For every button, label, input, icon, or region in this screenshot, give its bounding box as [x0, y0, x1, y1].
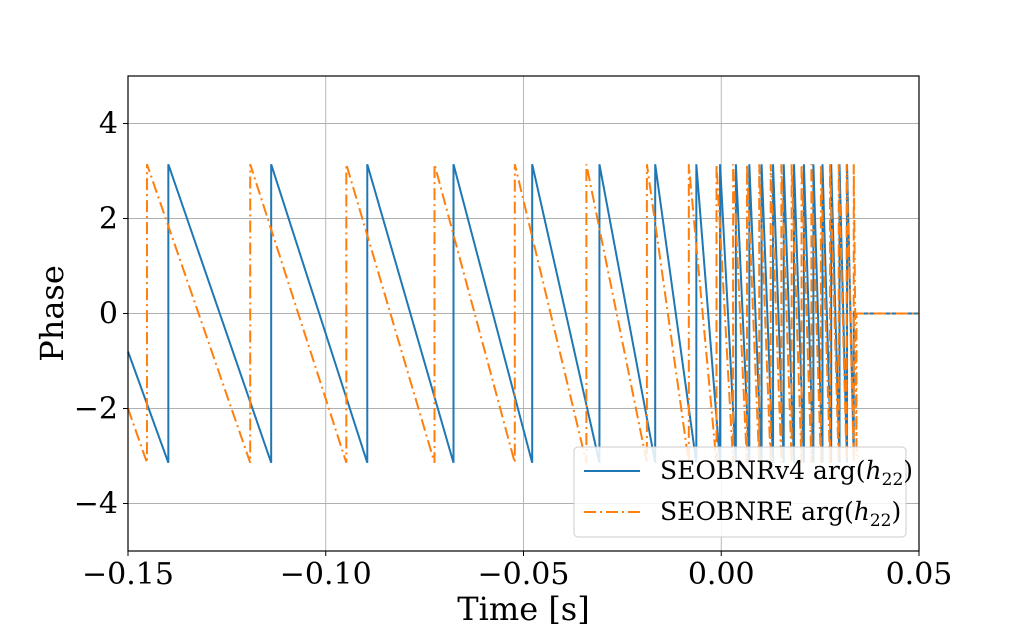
- x-tick-label: 0.00: [688, 557, 755, 592]
- y-tick-label: 0: [99, 297, 118, 332]
- x-tick-label: −0.05: [478, 557, 570, 592]
- y-axis-label: Phase: [33, 265, 71, 362]
- legend: SEOBNRv4 arg(h22) SEOBNRE arg(h22): [573, 446, 913, 538]
- x-tick-label: 0.05: [886, 557, 953, 592]
- series-line-0: [127, 163, 919, 464]
- y-tick-label: 4: [99, 107, 118, 142]
- y-tick-label: −2: [74, 392, 118, 427]
- x-tick-label: −0.15: [82, 557, 174, 592]
- legend-label-1: SEOBNRE arg(h22): [660, 497, 901, 531]
- legend-box: [573, 446, 907, 538]
- legend-label-0: SEOBNRv4 arg(h22): [660, 456, 913, 490]
- tick-layer: −0.15 −0.10 −0.05 0.00 0.05 −4 −2 0 2 4: [74, 107, 953, 593]
- y-tick-label: −4: [74, 487, 118, 522]
- x-axis-label: Time [s]: [457, 590, 589, 628]
- series-layer: [127, 163, 919, 464]
- series-line-1: [127, 163, 919, 464]
- x-tick-label: −0.10: [280, 557, 372, 592]
- y-tick-label: 2: [99, 202, 118, 237]
